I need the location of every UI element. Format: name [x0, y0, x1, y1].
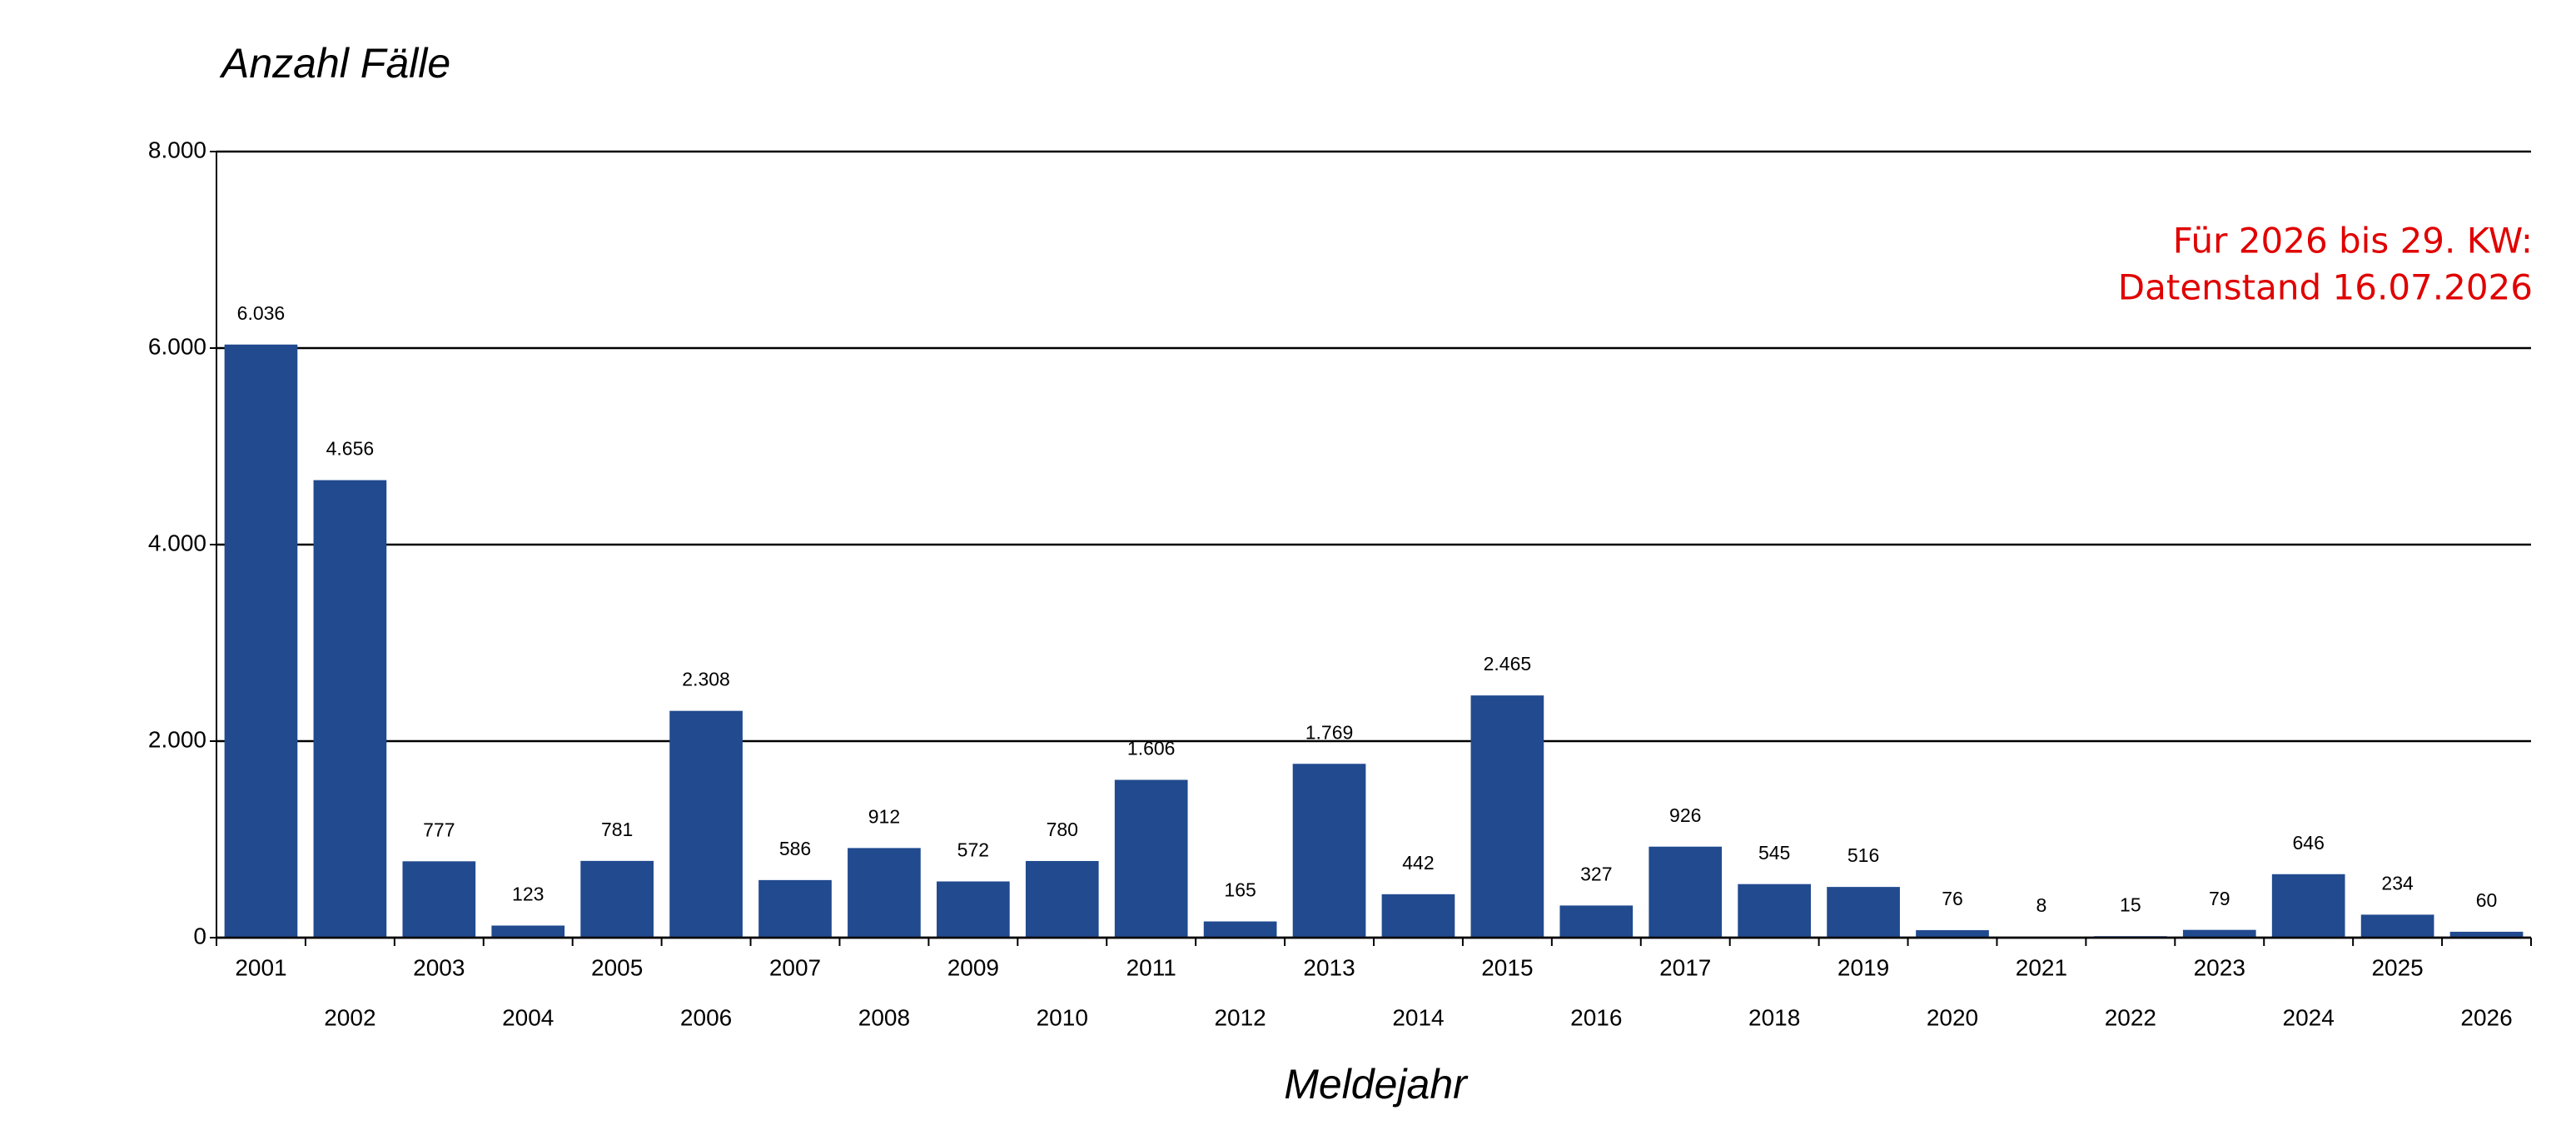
y-tick-label: 8.000: [148, 137, 206, 162]
x-tick-label: 2018: [1748, 1004, 1800, 1030]
data-label: 912: [868, 805, 900, 827]
data-label: 15: [2120, 894, 2141, 915]
data-label: 8: [2036, 894, 2047, 916]
bar: [1292, 764, 1366, 938]
x-tick-label: 2006: [680, 1004, 732, 1030]
bar: [848, 848, 921, 938]
bar: [758, 879, 832, 938]
x-tick-label: 2009: [947, 954, 999, 980]
x-tick-label: 2024: [2283, 1004, 2335, 1030]
bar: [224, 344, 298, 938]
x-axis-title: Meldejahr: [1284, 1061, 1469, 1108]
data-label: 442: [1402, 852, 1434, 874]
y-tick-label: 2.000: [148, 726, 206, 752]
data-label: 123: [512, 884, 544, 905]
x-tick-label: 2021: [2016, 954, 2067, 980]
x-tick-label: 2017: [1659, 954, 1711, 980]
x-tick-label: 2015: [1481, 954, 1533, 980]
x-tick-label: 2020: [1927, 1004, 1978, 1030]
data-label: 79: [2209, 888, 2230, 909]
x-tick-label: 2012: [1214, 1004, 1266, 1030]
x-tick-label: 2003: [413, 954, 465, 980]
bar: [1470, 695, 1544, 938]
bar: [1738, 884, 1811, 938]
x-tick-label: 2007: [769, 954, 821, 980]
data-label: 516: [1847, 844, 1879, 866]
bar: [1114, 779, 1188, 938]
x-tick-label: 2010: [1037, 1004, 1088, 1030]
bar: [402, 861, 476, 938]
x-tick-label: 2001: [235, 954, 286, 980]
data-label: 6.036: [237, 302, 286, 324]
bar: [1025, 860, 1099, 938]
x-tick-label: 2002: [324, 1004, 375, 1030]
x-tick-label: 2019: [1838, 954, 1889, 980]
x-tick-label: 2023: [2194, 954, 2245, 980]
data-label: 327: [1580, 863, 1612, 884]
bar: [669, 710, 743, 938]
y-tick-label: 6.000: [148, 333, 206, 359]
data-label: 646: [2293, 832, 2325, 854]
x-tick-label: 2008: [858, 1004, 910, 1030]
y-tick-label: 0: [193, 923, 206, 948]
annotation: Datenstand 16.07.2026: [2118, 267, 2533, 308]
x-tick-label: 2013: [1303, 954, 1355, 980]
y-axis-title: Anzahl Fälle: [219, 40, 450, 87]
data-label: 545: [1758, 842, 1790, 864]
y-tick-label: 4.000: [148, 530, 206, 555]
bar: [580, 860, 654, 938]
x-tick-label: 2016: [1570, 1004, 1622, 1030]
data-label: 780: [1047, 819, 1078, 840]
data-label: 586: [779, 838, 811, 859]
bar: [1827, 887, 1900, 938]
x-tick-label: 2022: [2105, 1004, 2156, 1030]
data-label: 926: [1669, 804, 1701, 826]
x-tick-label: 2025: [2371, 954, 2423, 980]
data-label: 1.769: [1305, 721, 1354, 743]
bar: [937, 881, 1010, 938]
data-label: 572: [957, 839, 989, 861]
bar: [1649, 846, 1723, 938]
data-label: 777: [423, 819, 455, 840]
data-label: 76: [1942, 888, 1963, 909]
x-tick-label: 2005: [591, 954, 643, 980]
x-tick-label: 2004: [502, 1004, 554, 1030]
x-tick-label: 2026: [2460, 1004, 2512, 1030]
data-label: 2.465: [1484, 653, 1532, 675]
data-label: 2.308: [682, 669, 730, 690]
bar: [2271, 874, 2345, 938]
bar: [2449, 931, 2524, 938]
bar: [1559, 905, 1634, 938]
data-label: 165: [1224, 879, 1256, 901]
data-label: 1.606: [1127, 738, 1176, 759]
bar: [1381, 894, 1455, 938]
x-tick-label: 2014: [1392, 1004, 1444, 1030]
data-label: 60: [2476, 889, 2498, 911]
bar: [2360, 914, 2434, 938]
bar: [1203, 921, 1277, 938]
data-label: 4.656: [326, 438, 375, 460]
bar: [2182, 929, 2256, 938]
x-tick-label: 2011: [1126, 954, 1176, 980]
data-label: 234: [2381, 872, 2414, 894]
bar: [313, 480, 387, 938]
bar: [1916, 930, 1989, 938]
bar: [491, 925, 565, 938]
annotation: Für 2026 bis 29. KW:: [2173, 221, 2533, 261]
data-label: 781: [601, 819, 633, 840]
